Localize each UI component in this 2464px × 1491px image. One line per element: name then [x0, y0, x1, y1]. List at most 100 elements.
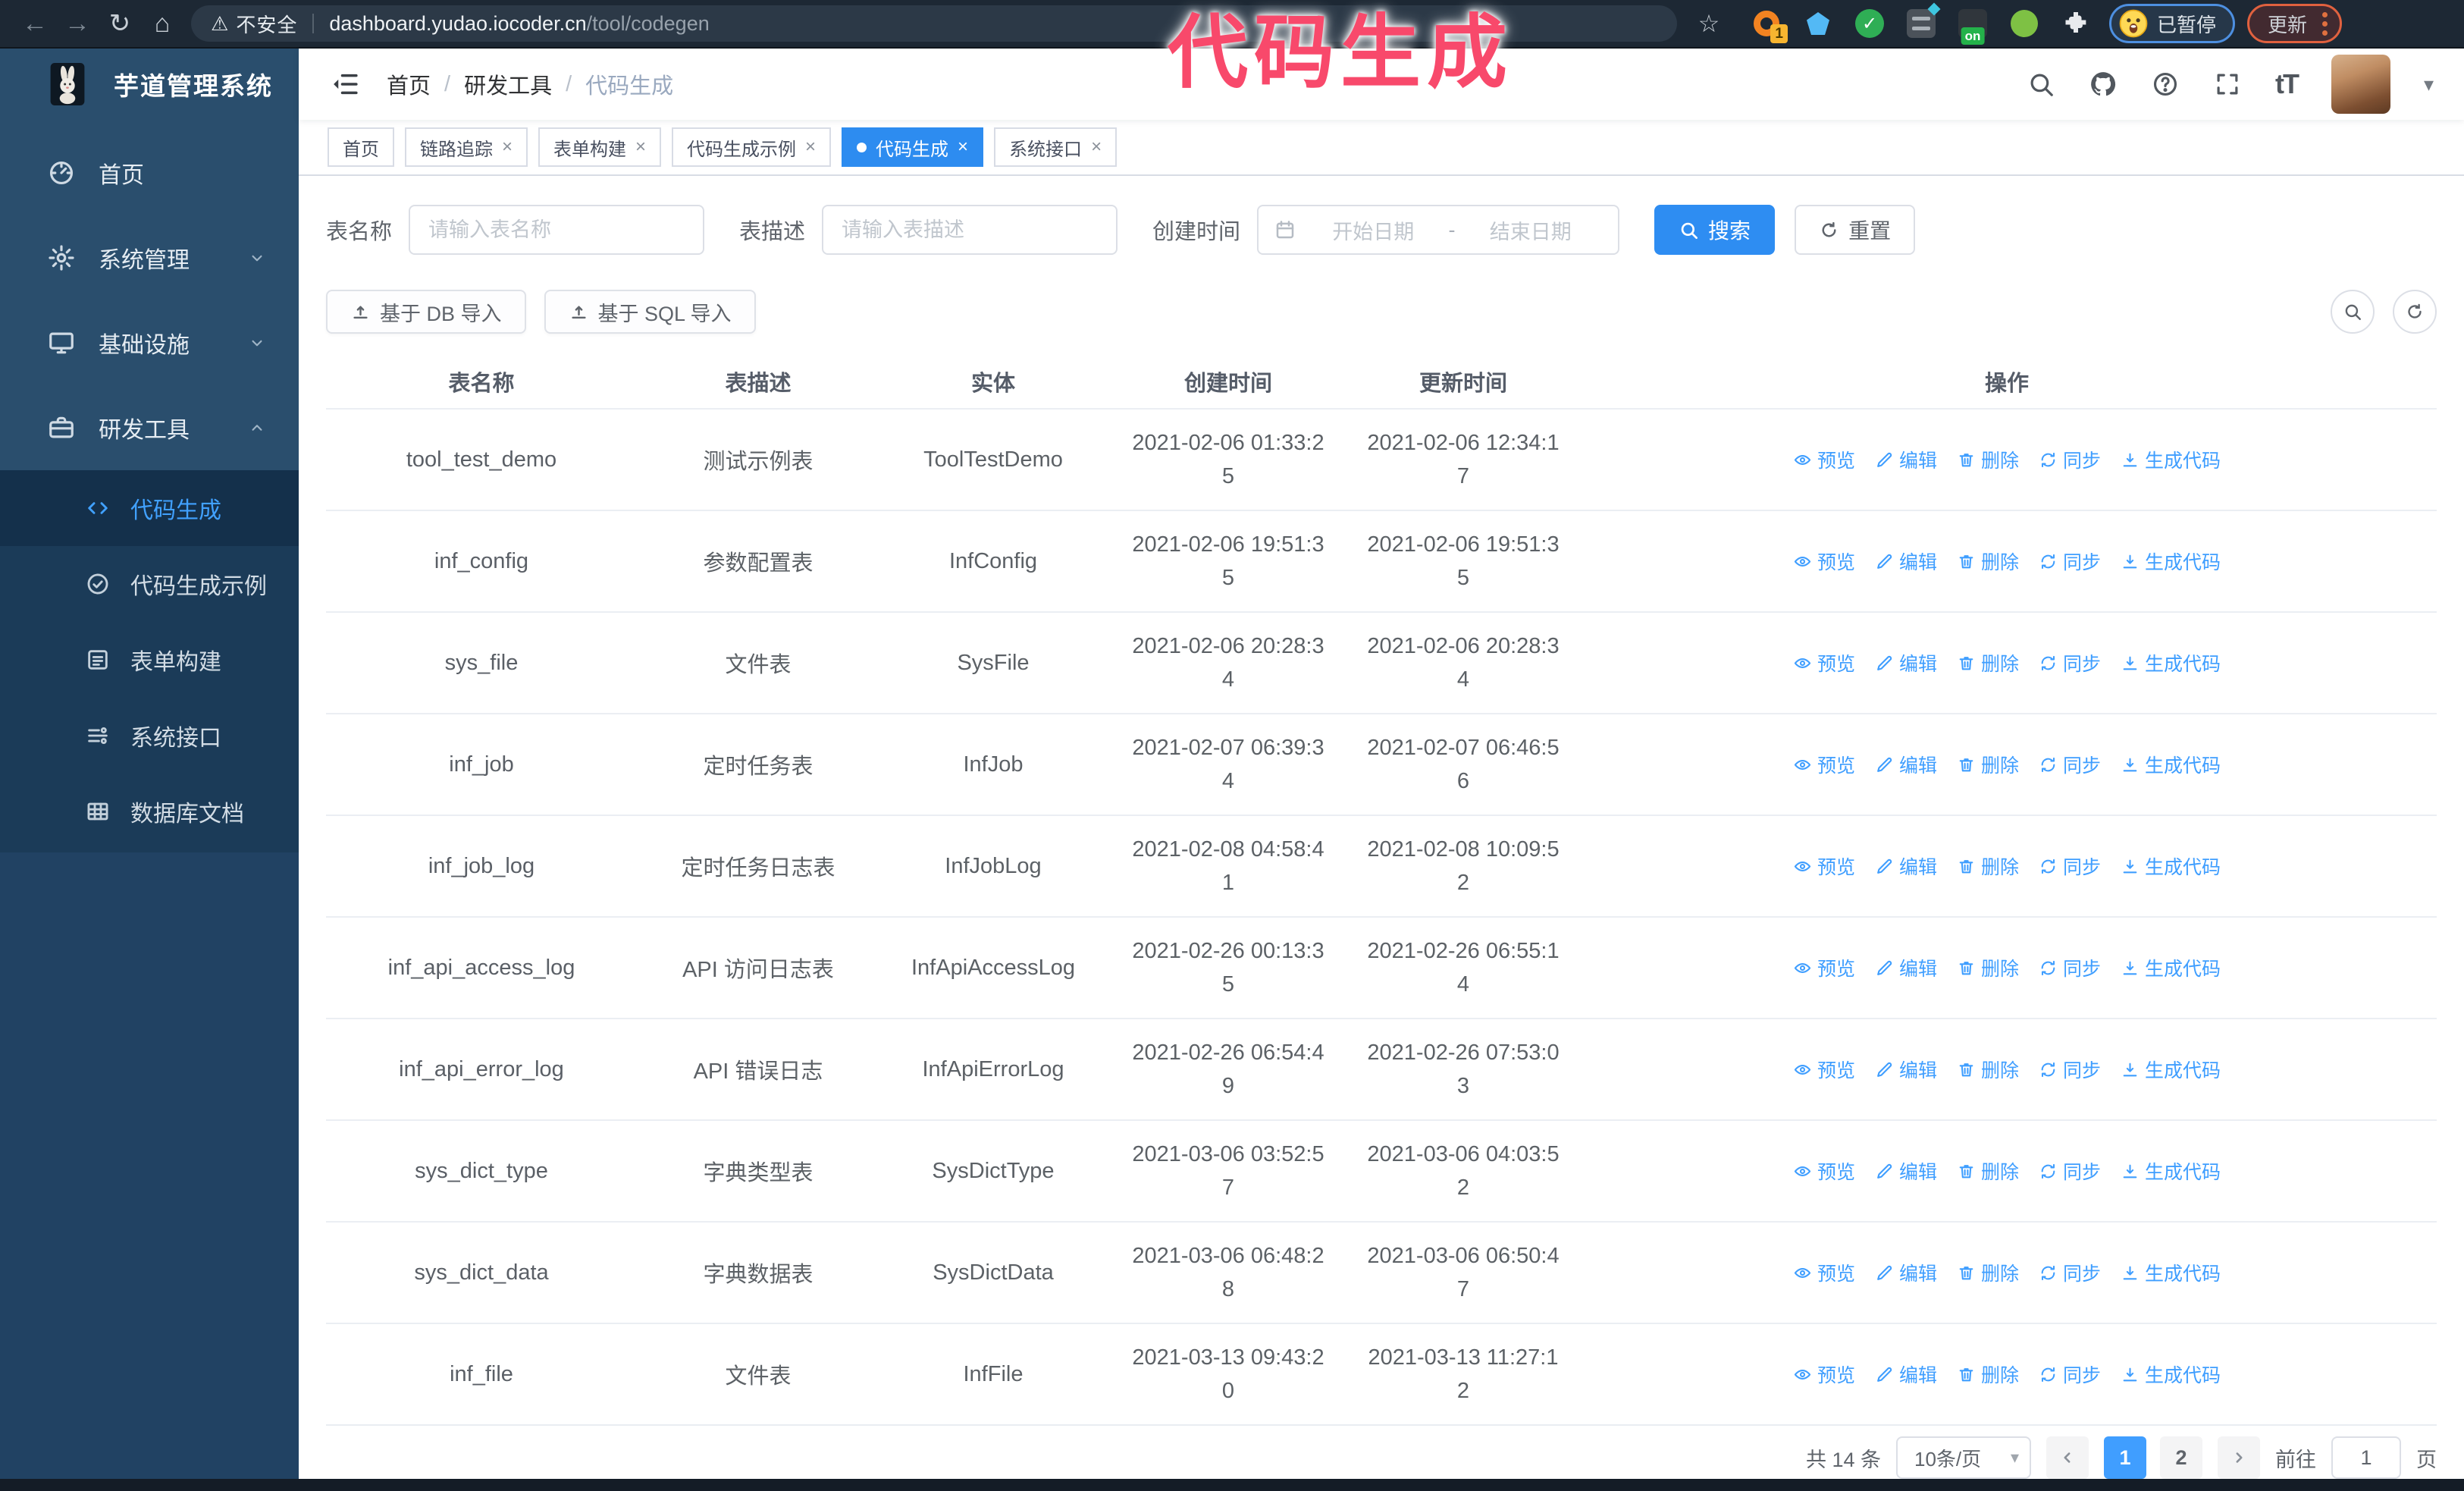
tab-3[interactable]: 代码生成示例 × — [672, 127, 832, 167]
preview-link[interactable]: 预览 — [1793, 649, 1855, 676]
sync-link[interactable]: 同步 — [2039, 1056, 2101, 1083]
sidebar-subitem-0[interactable]: 代码生成 — [0, 470, 299, 546]
import-db-button[interactable]: 基于 DB 导入 — [326, 290, 526, 334]
generate-code-link[interactable]: 生成代码 — [2121, 954, 2221, 981]
breadcrumb-item[interactable]: 首页 — [387, 74, 431, 99]
preview-link[interactable]: 预览 — [1793, 446, 1855, 473]
preview-link[interactable]: 预览 — [1793, 1157, 1855, 1185]
goto-page-input[interactable] — [2331, 1436, 2401, 1479]
sidebar-subitem-2[interactable]: 表单构建 — [0, 622, 299, 698]
generate-code-link[interactable]: 生成代码 — [2121, 548, 2221, 575]
start-date-placeholder[interactable]: 开始日期 — [1332, 220, 1415, 243]
preview-link[interactable]: 预览 — [1793, 751, 1855, 778]
sidebar-subitem-4[interactable]: 数据库文档 — [0, 774, 299, 849]
extension-gem-icon[interactable] — [1801, 7, 1835, 40]
sidebar-toggle-icon[interactable] — [329, 68, 361, 100]
extension-sliders-icon[interactable] — [1904, 2, 1941, 40]
browser-reload-icon[interactable]: ↻ — [108, 9, 131, 38]
delete-link[interactable]: 删除 — [1957, 954, 2019, 981]
sync-link[interactable]: 同步 — [2039, 1361, 2101, 1388]
delete-link[interactable]: 删除 — [1957, 1361, 2019, 1388]
generate-code-link[interactable]: 生成代码 — [2121, 1157, 2221, 1185]
extension-puzzle-icon[interactable] — [2059, 7, 2093, 40]
extension-switch-icon[interactable]: on — [1956, 7, 1989, 45]
table-desc-input[interactable] — [822, 205, 1118, 255]
table-name-input[interactable] — [409, 205, 705, 255]
generate-code-link[interactable]: 生成代码 — [2121, 446, 2221, 473]
help-icon[interactable] — [2151, 70, 2180, 99]
close-icon[interactable]: × — [958, 137, 969, 157]
reset-button[interactable]: 重置 — [1795, 205, 1916, 255]
github-icon[interactable] — [2089, 70, 2118, 99]
close-icon[interactable]: × — [805, 137, 817, 157]
delete-link[interactable]: 删除 — [1957, 548, 2019, 575]
browser-back-icon[interactable]: ← — [22, 8, 48, 38]
kebab-menu-icon[interactable] — [2322, 11, 2328, 36]
tab-1[interactable]: 链路追踪 × — [405, 127, 528, 167]
toggle-search-button[interactable] — [2331, 290, 2375, 334]
edit-link[interactable]: 编辑 — [1875, 954, 1937, 981]
font-size-icon[interactable]: tT — [2274, 68, 2299, 99]
extension-green-icon[interactable] — [2008, 7, 2041, 40]
tab-5[interactable]: 系统接口 × — [994, 127, 1118, 167]
sidebar-item-3[interactable]: 研发工具 — [0, 385, 299, 470]
fullscreen-icon[interactable] — [2213, 70, 2242, 99]
generate-code-link[interactable]: 生成代码 — [2121, 1259, 2221, 1286]
sync-link[interactable]: 同步 — [2039, 649, 2101, 676]
prev-page-button[interactable] — [2046, 1436, 2089, 1479]
preview-link[interactable]: 预览 — [1793, 954, 1855, 981]
sidebar-subitem-3[interactable]: 系统接口 — [0, 698, 299, 774]
preview-link[interactable]: 预览 — [1793, 852, 1855, 880]
edit-link[interactable]: 编辑 — [1875, 1259, 1937, 1286]
delete-link[interactable]: 删除 — [1957, 751, 2019, 778]
delete-link[interactable]: 删除 — [1957, 1157, 2019, 1185]
sidebar-subitem-1[interactable]: 代码生成示例 — [0, 546, 299, 622]
sync-link[interactable]: 同步 — [2039, 852, 2101, 880]
sidebar-item-0[interactable]: 首页 — [0, 130, 299, 215]
import-sql-button[interactable]: 基于 SQL 导入 — [544, 290, 756, 334]
sync-link[interactable]: 同步 — [2039, 751, 2101, 778]
end-date-placeholder[interactable]: 结束日期 — [1489, 220, 1572, 243]
sync-link[interactable]: 同步 — [2039, 548, 2101, 575]
logo[interactable]: 芋道管理系统 — [0, 49, 299, 120]
edit-link[interactable]: 编辑 — [1875, 446, 1937, 473]
preview-link[interactable]: 预览 — [1793, 1361, 1855, 1388]
delete-link[interactable]: 删除 — [1957, 1056, 2019, 1083]
browser-home-icon[interactable]: ⌂ — [154, 8, 171, 38]
tab-2[interactable]: 表单构建 × — [538, 127, 662, 167]
sync-link[interactable]: 同步 — [2039, 954, 2101, 981]
sidebar-item-2[interactable]: 基础设施 — [0, 300, 299, 385]
generate-code-link[interactable]: 生成代码 — [2121, 852, 2221, 880]
edit-link[interactable]: 编辑 — [1875, 751, 1937, 778]
sync-link[interactable]: 同步 — [2039, 1259, 2101, 1286]
extension-check-icon[interactable]: ✓ — [1853, 7, 1886, 40]
generate-code-link[interactable]: 生成代码 — [2121, 1056, 2221, 1083]
refresh-table-button[interactable] — [2393, 290, 2437, 334]
extension-orange-icon[interactable]: 1 — [1750, 7, 1788, 43]
search-button[interactable]: 搜索 — [1654, 205, 1776, 255]
tab-4[interactable]: 代码生成 × — [842, 127, 984, 167]
edit-link[interactable]: 编辑 — [1875, 548, 1937, 575]
close-icon[interactable]: × — [1091, 137, 1102, 157]
browser-update-button[interactable]: 更新 — [2247, 4, 2343, 43]
browser-url-bar[interactable]: ⚠ 不安全 dashboard.yudao.iocoder.cn/tool/co… — [191, 5, 1677, 42]
sync-link[interactable]: 同步 — [2039, 1157, 2101, 1185]
delete-link[interactable]: 删除 — [1957, 852, 2019, 880]
generate-code-link[interactable]: 生成代码 — [2121, 1361, 2221, 1388]
avatar[interactable] — [2331, 55, 2390, 114]
page-button-2[interactable]: 2 — [2160, 1436, 2202, 1479]
browser-forward-icon[interactable]: → — [64, 8, 90, 38]
next-page-button[interactable] — [2218, 1436, 2260, 1479]
edit-link[interactable]: 编辑 — [1875, 649, 1937, 676]
page-size-select[interactable]: 10条/页 ▾ — [1896, 1436, 2031, 1479]
page-button-1[interactable]: 1 — [2104, 1436, 2146, 1479]
sync-link[interactable]: 同步 — [2039, 446, 2101, 473]
date-range-picker[interactable]: 开始日期 - 结束日期 — [1257, 205, 1620, 255]
delete-link[interactable]: 删除 — [1957, 446, 2019, 473]
tab-0[interactable]: 首页 — [328, 127, 394, 167]
bookmark-star-icon[interactable]: ☆ — [1698, 10, 1720, 37]
generate-code-link[interactable]: 生成代码 — [2121, 649, 2221, 676]
edit-link[interactable]: 编辑 — [1875, 852, 1937, 880]
close-icon[interactable]: × — [635, 137, 647, 157]
delete-link[interactable]: 删除 — [1957, 649, 2019, 676]
